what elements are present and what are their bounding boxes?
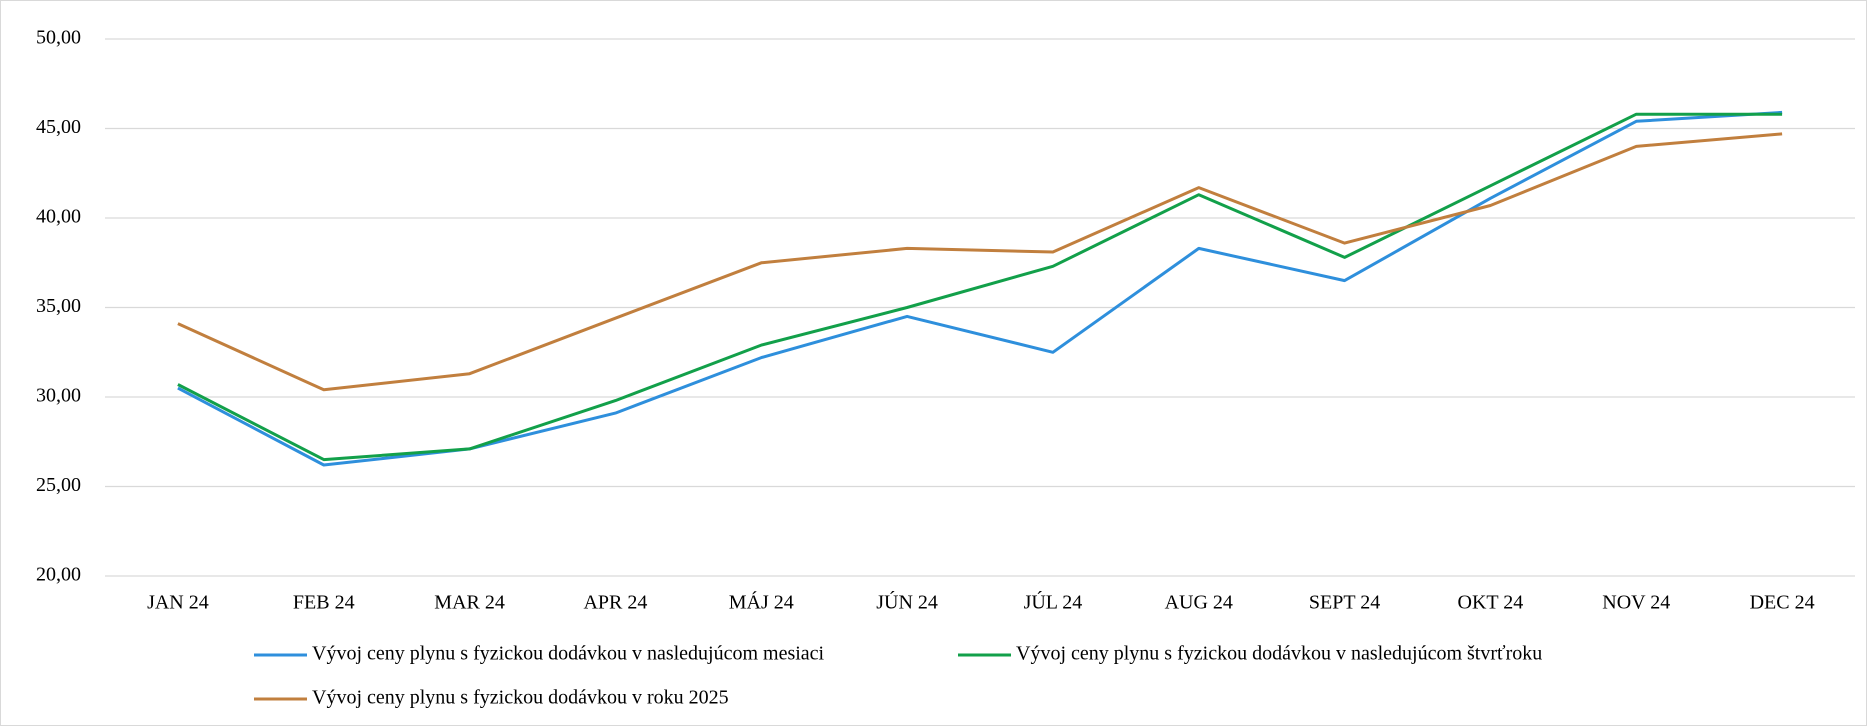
x-tick-label: OKT 24 <box>1458 592 1524 614</box>
y-tick-label: 45,00 <box>36 116 81 138</box>
x-tick-label: JAN 24 <box>147 592 209 614</box>
x-tick-label: APR 24 <box>583 592 647 614</box>
x-tick-label: DEC 24 <box>1750 592 1815 614</box>
legend-label: Vývoj ceny plynu s fyzickou dodávkou v n… <box>1016 643 1542 665</box>
x-tick-label: JÚL 24 <box>1024 590 1083 614</box>
series-line <box>177 132 1783 392</box>
legend-label: Vývoj ceny plynu s fyzickou dodávkou v r… <box>312 687 729 709</box>
x-tick-label: SEPT 24 <box>1309 592 1380 614</box>
x-tick-label: JÚN 24 <box>876 590 938 614</box>
y-tick-label: 35,00 <box>36 295 81 317</box>
x-tick-label: MAR 24 <box>434 592 505 614</box>
y-tick-label: 50,00 <box>36 27 81 49</box>
legend-label: Vývoj ceny plynu s fyzickou dodávkou v n… <box>312 643 825 665</box>
series-line <box>177 112 1783 462</box>
x-tick-label: FEB 24 <box>293 592 355 614</box>
y-tick-label: 40,00 <box>36 206 81 228</box>
y-tick-label: 30,00 <box>36 385 81 407</box>
x-tick-label: NOV 24 <box>1602 592 1670 614</box>
x-tick-label: AUG 24 <box>1165 592 1233 614</box>
y-tick-label: 25,00 <box>36 474 81 496</box>
x-tick-label: MÁJ 24 <box>729 591 794 614</box>
y-tick-label: 20,00 <box>36 564 81 586</box>
